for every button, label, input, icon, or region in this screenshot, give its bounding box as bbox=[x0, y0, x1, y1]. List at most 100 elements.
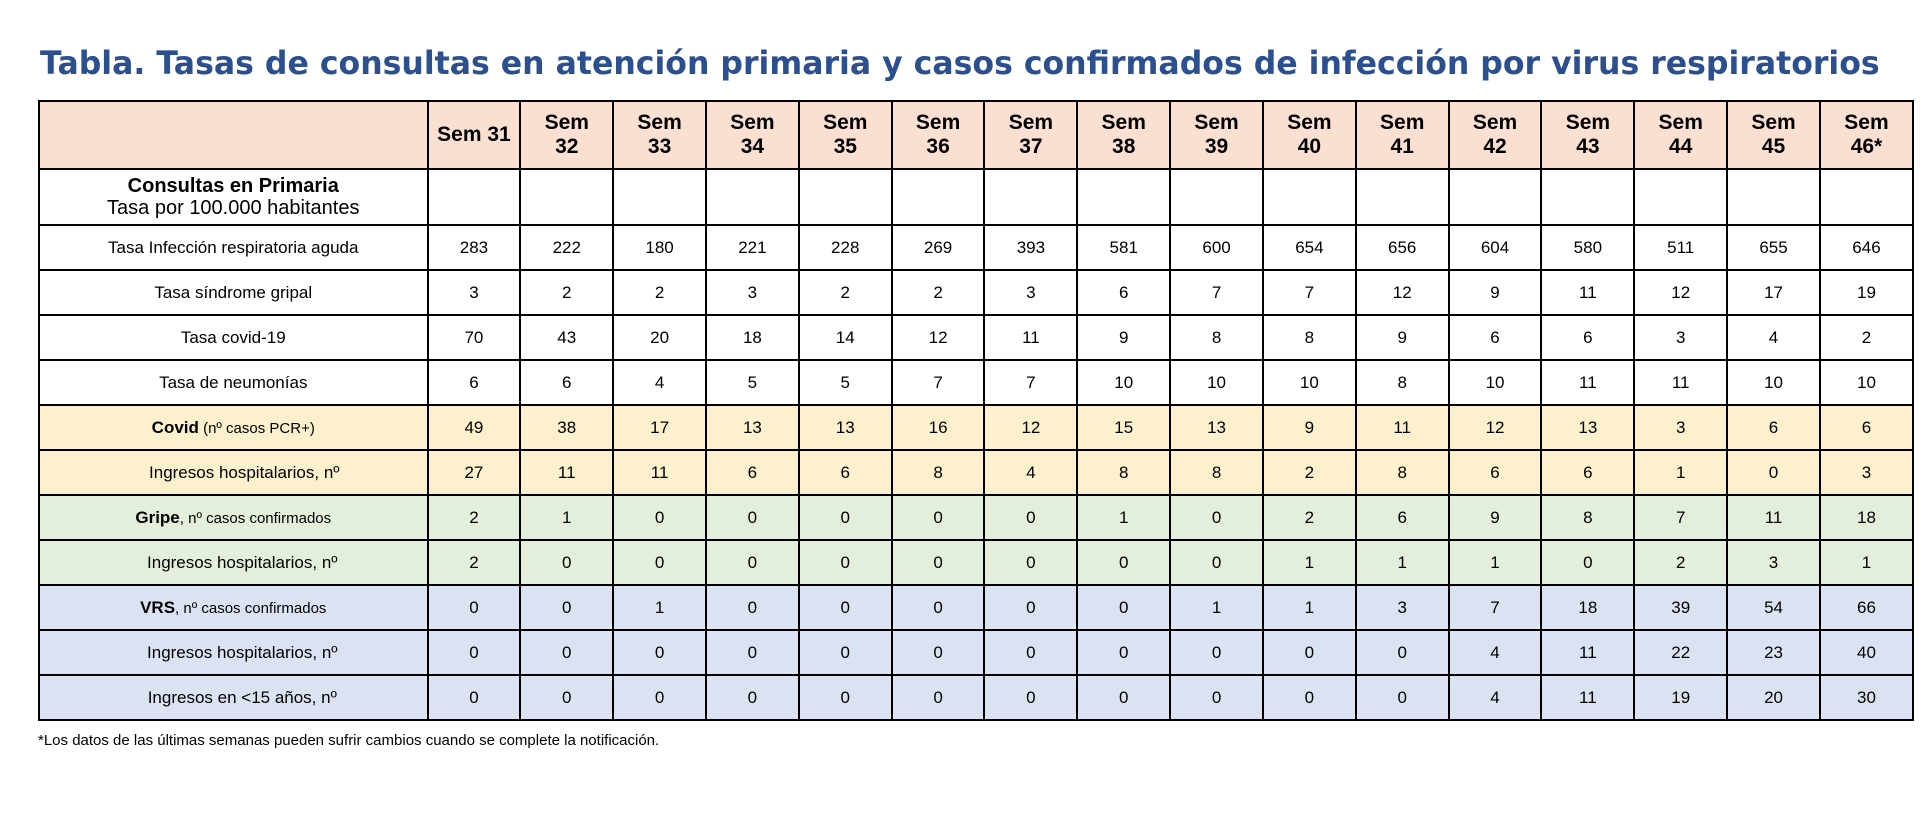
table-cell: 6 bbox=[1447, 449, 1543, 496]
row-label-bold: Covid bbox=[151, 417, 199, 437]
table-row: VRS, nº casos confirmados 0 0 1 0 0 0 0 0 1 1 3 7 18 3… bbox=[38, 584, 1915, 631]
column-header-text: 36 bbox=[926, 135, 950, 158]
column-header-text: Sem bbox=[730, 111, 775, 134]
table-cell: 6 bbox=[1540, 449, 1636, 496]
table-cell: 2 bbox=[890, 269, 986, 316]
table-cell: 3 bbox=[1726, 539, 1821, 586]
table-cell: 11 bbox=[1726, 494, 1821, 541]
empty-cell bbox=[1076, 168, 1172, 226]
row-label-text: Ingresos en <15 años, nº bbox=[147, 687, 337, 707]
table-cell: 6 bbox=[1726, 404, 1821, 451]
table-cell: 1 bbox=[612, 584, 707, 631]
table-cell: 0 bbox=[1261, 629, 1357, 676]
table-cell: 15 bbox=[1076, 404, 1172, 451]
table-cell: 3 bbox=[1354, 584, 1450, 631]
empty-cell bbox=[1261, 168, 1357, 226]
table-cell: 600 bbox=[1169, 224, 1264, 271]
table-cell: 10 bbox=[1726, 359, 1821, 406]
table-cell: 6 bbox=[1076, 269, 1172, 316]
table-cell: 3 bbox=[426, 269, 522, 316]
table-cell: 0 bbox=[1726, 449, 1821, 496]
column-header-text: Sem bbox=[915, 111, 961, 134]
table-cell: 6 bbox=[705, 449, 800, 496]
row-label: Tasa de neumonías bbox=[38, 359, 429, 406]
table-cell: 0 bbox=[797, 674, 893, 721]
table-cell: 0 bbox=[797, 539, 893, 586]
column-header-text: Sem 31 bbox=[437, 123, 511, 146]
table-cell: 0 bbox=[797, 629, 893, 676]
section-header-row-primaria: Consultas en Primaria Tasa por 100.000 h… bbox=[38, 168, 1915, 226]
table-cell: 11 bbox=[1540, 629, 1636, 676]
column-header-text: Sem bbox=[1008, 111, 1054, 134]
table-cell: 12 bbox=[890, 314, 986, 361]
row-label-note: , nº casos confirmados bbox=[179, 509, 332, 527]
table-cell: 11 bbox=[1633, 359, 1729, 406]
table-row: Ingresos hospitalarios, nº 27 11 11 6 6 8 4 8 8 2 8… bbox=[38, 449, 1915, 496]
table-cell: 8 bbox=[1354, 449, 1450, 496]
table-cell: 7 bbox=[1261, 269, 1357, 316]
table-cell: 49 bbox=[426, 404, 522, 451]
table-cell: 9 bbox=[1447, 494, 1543, 541]
empty-cell bbox=[705, 168, 800, 226]
table-cell: 1 bbox=[1169, 584, 1264, 631]
empty-cell bbox=[1818, 168, 1915, 226]
table-cell: 13 bbox=[797, 404, 893, 451]
table-cell: 222 bbox=[519, 224, 615, 271]
empty-cell bbox=[1354, 168, 1450, 226]
table-cell: 16 bbox=[890, 404, 986, 451]
table-row: Tasa covid-19 70 43 20 18 14 12 11 9 8 8 9 6 6 3 4 2 bbox=[38, 314, 1915, 361]
row-label-bold: Gripe bbox=[135, 507, 180, 527]
empty-cell bbox=[797, 168, 893, 226]
table-cell: 8 bbox=[890, 449, 986, 496]
column-header: Sem 35 bbox=[797, 100, 893, 170]
table-cell: 20 bbox=[1726, 674, 1821, 721]
row-label-text: Tasa síndrome gripal bbox=[154, 282, 313, 302]
table-cell: 3 bbox=[1818, 449, 1915, 496]
table-cell: 1 bbox=[1076, 494, 1172, 541]
column-header: Sem 38 bbox=[1076, 100, 1172, 170]
row-label-text: Ingresos hospitalarios, nº bbox=[147, 642, 338, 662]
table-cell: 1 bbox=[1261, 584, 1357, 631]
table-cell: 2 bbox=[797, 269, 893, 316]
table-cell: 39 bbox=[1633, 584, 1729, 631]
table-cell: 581 bbox=[1076, 224, 1172, 271]
table-cell: 11 bbox=[1540, 269, 1636, 316]
table-cell: 2 bbox=[519, 269, 615, 316]
column-header: Sem 31 bbox=[426, 100, 522, 170]
table-cell: 1 bbox=[1261, 539, 1357, 586]
row-label: Tasa covid-19 bbox=[38, 314, 429, 361]
table-cell: 0 bbox=[612, 674, 707, 721]
section-label-primaria: Consultas en Primaria Tasa por 100.000 h… bbox=[38, 168, 429, 226]
table-cell: 7 bbox=[1169, 269, 1264, 316]
empty-cell bbox=[1726, 168, 1821, 226]
row-label: Ingresos hospitalarios, nº bbox=[38, 449, 429, 496]
table-cell: 3 bbox=[1633, 404, 1729, 451]
table-cell: 9 bbox=[1076, 314, 1172, 361]
column-header-text: 40 bbox=[1297, 135, 1322, 158]
table-cell: 10 bbox=[1169, 359, 1264, 406]
table-cell: 0 bbox=[705, 539, 800, 586]
row-label: Tasa Infección respiratoria aguda bbox=[38, 224, 429, 271]
table-cell: 70 bbox=[426, 314, 522, 361]
row-label: Ingresos hospitalarios, nº bbox=[38, 539, 429, 586]
section-subtitle-primaria: Tasa por 100.000 habitantes bbox=[107, 197, 360, 219]
table-cell: 0 bbox=[1076, 674, 1172, 721]
table-cell: 0 bbox=[983, 674, 1079, 721]
table-cell: 2 bbox=[612, 269, 707, 316]
table-cell: 2 bbox=[1261, 494, 1357, 541]
table-cell: 0 bbox=[612, 539, 707, 586]
table-cell: 0 bbox=[519, 629, 615, 676]
row-label: VRS, nº casos confirmados bbox=[38, 584, 429, 631]
table-cell: 3 bbox=[983, 269, 1079, 316]
table-cell: 0 bbox=[426, 629, 522, 676]
row-label-text: Tasa covid-19 bbox=[180, 327, 286, 347]
table-cell: 4 bbox=[1447, 674, 1543, 721]
column-header: Sem 45 bbox=[1726, 100, 1821, 170]
table-cell: 22 bbox=[1633, 629, 1729, 676]
table-cell: 1 bbox=[1818, 539, 1915, 586]
column-header: Sem 37 bbox=[983, 100, 1079, 170]
column-header-text: Sem bbox=[1287, 111, 1332, 134]
table-cell: 10 bbox=[1447, 359, 1543, 406]
row-label-note: , nº casos confirmados bbox=[175, 599, 327, 617]
table-row: Ingresos hospitalarios, nº 0 0 0 0 0 0 0 0 0 0 0 4 11… bbox=[38, 629, 1915, 676]
